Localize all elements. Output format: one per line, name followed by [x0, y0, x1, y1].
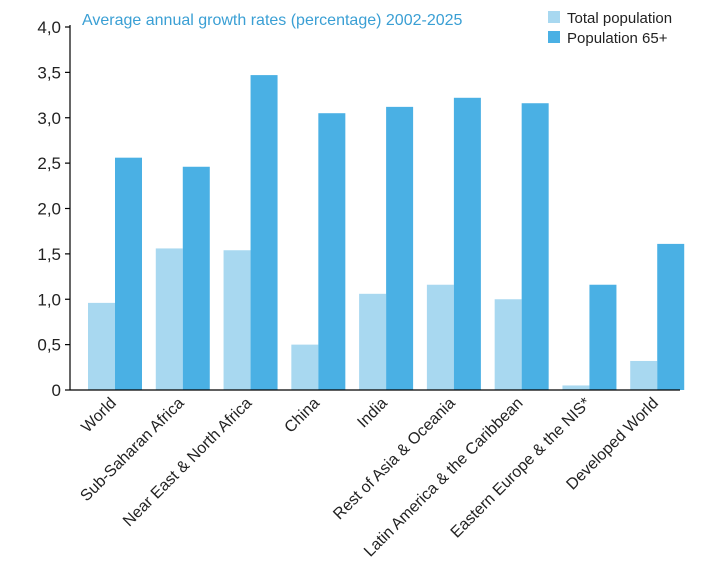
- y-tick-label: 0,5: [37, 336, 61, 355]
- y-tick-label: 0: [52, 381, 61, 400]
- y-tick-label: 1,5: [37, 245, 61, 264]
- bar-total-population-rest-of-asia-oceania: [426, 284, 454, 390]
- legend-swatch-population-65plus: [548, 31, 560, 43]
- bar-population-65-latin-america-the-caribbean: [521, 103, 549, 390]
- x-tick-label-near-east-north-africa: Near East & North Africa: [120, 395, 255, 530]
- bar-total-population-india: [359, 293, 387, 390]
- y-tick-label: 3,5: [37, 63, 61, 82]
- bar-population-65-near-east-north-africa: [250, 75, 278, 390]
- x-tick-label-china: China: [282, 395, 324, 437]
- bar-total-population-china: [291, 344, 319, 390]
- bar-population-65-sub-saharan-africa: [182, 166, 210, 390]
- y-tick-label: 1,0: [37, 290, 61, 309]
- bar-total-population-latin-america-the-caribbean: [494, 299, 522, 390]
- y-tick-label: 3,0: [37, 109, 61, 128]
- y-tick-label: 4,0: [37, 18, 61, 37]
- legend-swatch-total-population: [548, 11, 560, 23]
- bar-total-population-developed-world: [630, 360, 658, 390]
- bar-total-population-eastern-europe-the-nis: [562, 385, 590, 390]
- y-tick-label: 2,5: [37, 154, 61, 173]
- x-tick-label-eastern-europe-the-nis: Eastern Europe & the NIS*: [448, 395, 595, 542]
- bar-total-population-world: [88, 302, 115, 390]
- x-tick-label-world: World: [78, 395, 119, 436]
- bars: [88, 75, 685, 391]
- bar-population-65-eastern-europe-the-nis: [589, 284, 617, 390]
- bar-total-population-sub-saharan-africa: [155, 248, 183, 390]
- bar-population-65-rest-of-asia-oceania: [453, 97, 481, 390]
- legend: Total population Population 65+: [548, 10, 672, 47]
- legend-label-total-population: Total population: [567, 10, 672, 27]
- y-tick-label: 2,0: [37, 200, 61, 219]
- legend-label-population-65plus: Population 65+: [567, 30, 668, 47]
- x-tick-label-rest-of-asia-oceania: Rest of Asia & Oceania: [330, 395, 458, 523]
- chart-title: Average annual growth rates (percentage)…: [82, 12, 463, 29]
- x-tick-label-india: India: [354, 395, 391, 432]
- bar-population-65-developed-world: [657, 243, 685, 390]
- bar-total-population-near-east-north-africa: [223, 250, 251, 390]
- bar-population-65-china: [318, 113, 346, 391]
- bar-population-65-world: [115, 157, 142, 390]
- bar-population-65-india: [386, 106, 414, 391]
- y-axis-ticks: 0 0,5 1,0 1,5 2,0 2,5 3,0 3,5 4,0: [37, 18, 70, 400]
